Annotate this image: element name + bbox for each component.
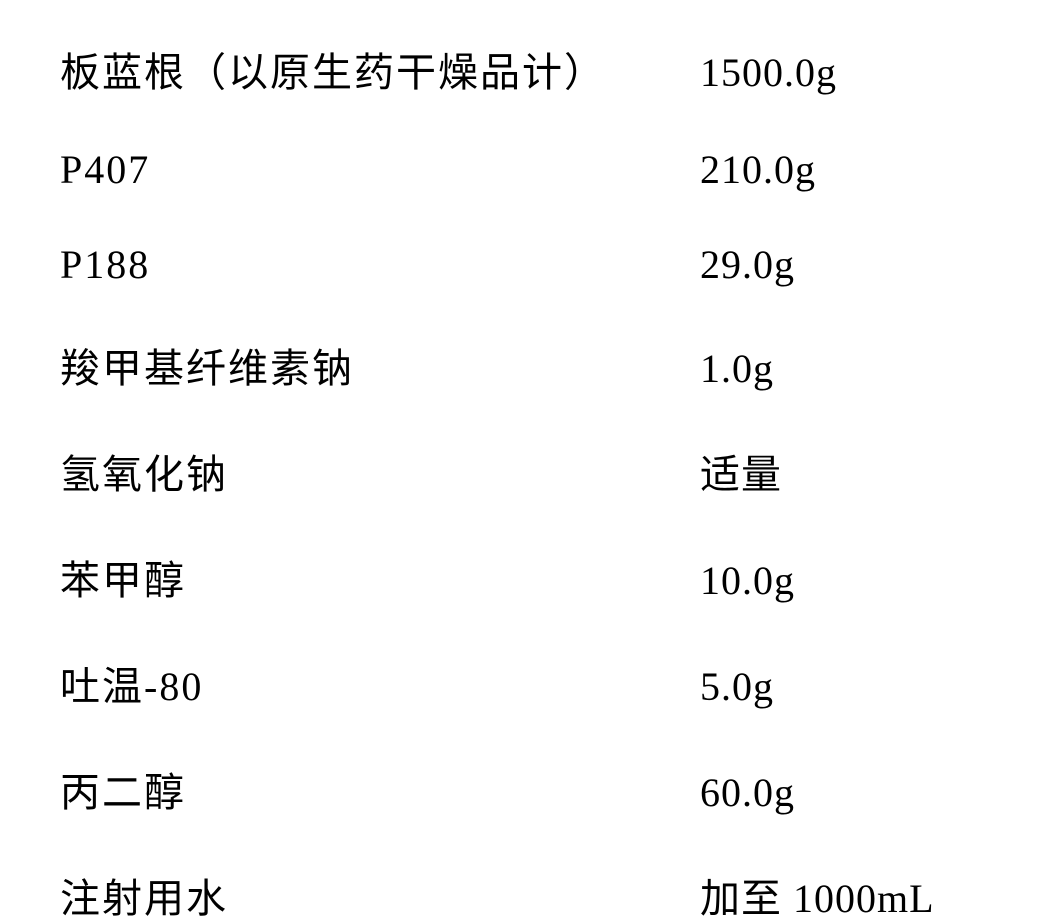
ingredient-name: P407 xyxy=(60,146,700,193)
ingredient-amount: 5.0g xyxy=(700,663,774,710)
ingredient-amount: 10.0g xyxy=(700,557,795,604)
ingredient-amount: 适量 xyxy=(700,442,782,500)
formula-row: 丙二醇 60.0g xyxy=(60,760,999,818)
ingredient-name: 苯甲醇 xyxy=(60,548,700,606)
ingredient-name: 板蓝根（以原生药干燥品计） xyxy=(60,40,700,98)
ingredient-amount: 加至 1000mL xyxy=(700,866,935,924)
ingredient-name: 羧甲基纤维素钠 xyxy=(60,336,700,394)
formula-row: P407 210.0g xyxy=(60,146,999,193)
formula-row: 羧甲基纤维素钠 1.0g xyxy=(60,336,999,394)
formula-row: 板蓝根（以原生药干燥品计） 1500.0g xyxy=(60,40,999,98)
ingredient-name: P188 xyxy=(60,241,700,288)
ingredient-amount: 1500.0g xyxy=(700,49,837,96)
ingredient-amount: 210.0g xyxy=(700,146,816,193)
formula-row: 苯甲醇 10.0g xyxy=(60,548,999,606)
ingredient-amount: 1.0g xyxy=(700,345,774,392)
formula-row: 注射用水 加至 1000mL xyxy=(60,866,999,924)
ingredient-name: 注射用水 xyxy=(60,866,700,924)
ingredient-name: 吐温-80 xyxy=(60,654,700,712)
formula-row: 氢氧化钠 适量 xyxy=(60,442,999,500)
ingredient-amount: 29.0g xyxy=(700,241,795,288)
formula-row: P188 29.0g xyxy=(60,241,999,288)
ingredient-amount: 60.0g xyxy=(700,769,795,816)
formula-table: 板蓝根（以原生药干燥品计） 1500.0g P407 210.0g P188 2… xyxy=(60,40,999,924)
ingredient-name: 丙二醇 xyxy=(60,760,700,818)
ingredient-name: 氢氧化钠 xyxy=(60,442,700,500)
formula-row: 吐温-80 5.0g xyxy=(60,654,999,712)
